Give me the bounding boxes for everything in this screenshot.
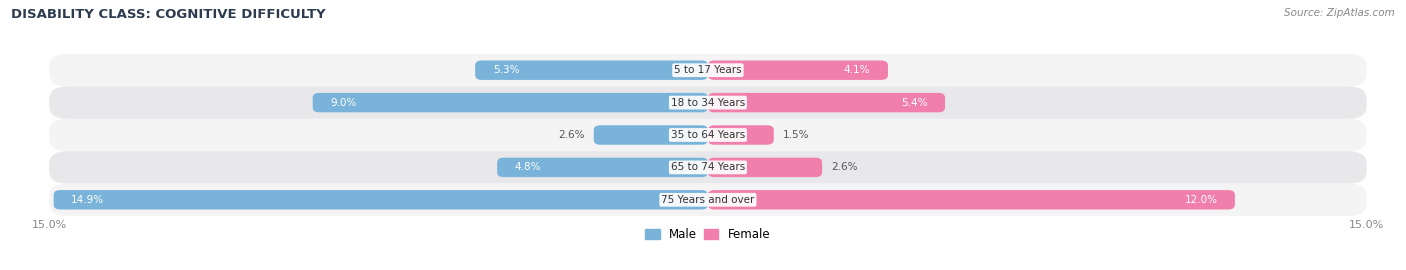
FancyBboxPatch shape xyxy=(49,54,1367,86)
Legend: Male, Female: Male, Female xyxy=(641,223,775,246)
FancyBboxPatch shape xyxy=(49,184,1367,216)
Text: 12.0%: 12.0% xyxy=(1184,195,1218,205)
Text: 65 to 74 Years: 65 to 74 Years xyxy=(671,162,745,173)
Text: 2.6%: 2.6% xyxy=(831,162,858,173)
Text: 14.9%: 14.9% xyxy=(72,195,104,205)
FancyBboxPatch shape xyxy=(49,86,1367,119)
Text: 35 to 64 Years: 35 to 64 Years xyxy=(671,130,745,140)
FancyBboxPatch shape xyxy=(49,151,1367,184)
Text: 2.6%: 2.6% xyxy=(558,130,585,140)
Text: 9.0%: 9.0% xyxy=(330,97,357,108)
Text: DISABILITY CLASS: COGNITIVE DIFFICULTY: DISABILITY CLASS: COGNITIVE DIFFICULTY xyxy=(11,8,326,21)
FancyBboxPatch shape xyxy=(498,158,709,177)
FancyBboxPatch shape xyxy=(53,190,709,210)
Text: 4.1%: 4.1% xyxy=(844,65,870,75)
Text: 1.5%: 1.5% xyxy=(783,130,808,140)
FancyBboxPatch shape xyxy=(709,93,945,112)
FancyBboxPatch shape xyxy=(49,119,1367,151)
Text: 4.8%: 4.8% xyxy=(515,162,541,173)
Text: 5.4%: 5.4% xyxy=(901,97,928,108)
Text: Source: ZipAtlas.com: Source: ZipAtlas.com xyxy=(1284,8,1395,18)
FancyBboxPatch shape xyxy=(709,190,1234,210)
FancyBboxPatch shape xyxy=(312,93,709,112)
FancyBboxPatch shape xyxy=(593,125,709,145)
Text: 5 to 17 Years: 5 to 17 Years xyxy=(673,65,742,75)
FancyBboxPatch shape xyxy=(709,60,889,80)
FancyBboxPatch shape xyxy=(475,60,709,80)
FancyBboxPatch shape xyxy=(709,158,823,177)
FancyBboxPatch shape xyxy=(709,125,773,145)
Text: 18 to 34 Years: 18 to 34 Years xyxy=(671,97,745,108)
Text: 75 Years and over: 75 Years and over xyxy=(661,195,755,205)
Text: 5.3%: 5.3% xyxy=(492,65,519,75)
